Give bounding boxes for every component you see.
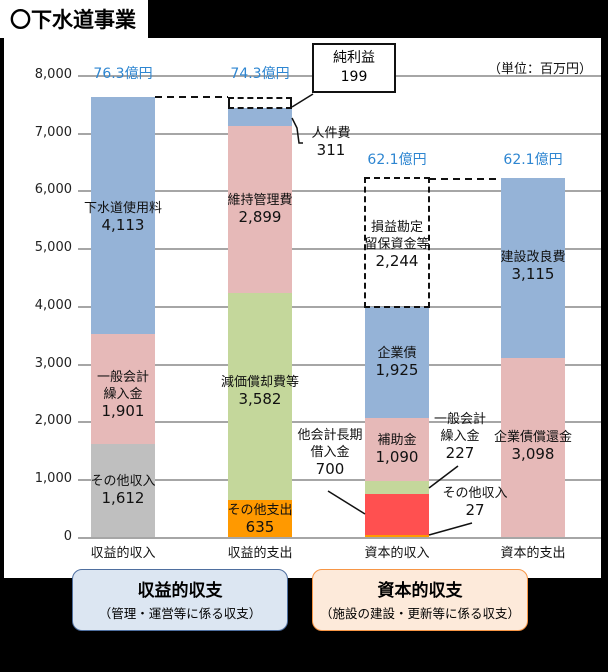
label-bond-repayment: 企業債償還金 3,098 <box>493 430 572 463</box>
y-tick: 7,000 <box>34 125 72 140</box>
total-label-rev-expense: 74.3億円 <box>230 66 290 82</box>
bar-segment-sewer-fee <box>91 97 155 334</box>
y-tick: 4,000 <box>34 298 72 313</box>
gridline-5000 <box>78 248 601 250</box>
bar-segment-personnel <box>228 108 292 126</box>
page-title: 〇下水道事業 <box>10 8 136 32</box>
x-category-rev-expense: 収益的支出 <box>227 546 293 561</box>
bar-segment-cap-general-transfer <box>365 481 429 494</box>
label-other-income: その他収入 1,612 <box>90 474 156 507</box>
title-background <box>0 0 148 38</box>
bar-segment-construction <box>501 178 565 358</box>
label-general-transfer: 一般会計 繰入金 1,901 <box>96 370 149 420</box>
y-tick: 8,000 <box>34 67 72 82</box>
total-label-rev-income: 76.3億円 <box>93 66 153 82</box>
bar-segment-long-term-loan <box>365 494 429 535</box>
bar-segment-depreciation <box>228 293 292 500</box>
bar-segment-other-income <box>91 444 155 537</box>
label-retained-funds: 損益勘定 留保資金等 2,244 <box>364 220 430 270</box>
total-label-cap-expense: 62.1億円 <box>503 152 563 168</box>
group-box-revenue: 収益的収支 （管理・運営等に係る収支） <box>72 569 288 631</box>
label-personnel: 人件費 311 <box>311 126 351 159</box>
y-tick: 6,000 <box>34 182 72 197</box>
label-subsidy: 補助金 1,090 <box>375 433 419 466</box>
bar-segment-bond <box>365 307 429 418</box>
y-tick: 3,000 <box>34 356 72 371</box>
gridline-0 <box>78 537 601 539</box>
bar-segment-bond-repayment <box>501 358 565 537</box>
bar-segment-maintenance <box>228 126 292 293</box>
label-cap-general-transfer: 一般会計 繰入金 227 <box>433 412 486 462</box>
net-profit-callout: 純利益 199 <box>312 43 396 93</box>
label-depreciation: 減価償却費等 3,582 <box>220 375 299 408</box>
label-construction: 建設改良費 3,115 <box>500 250 566 283</box>
gridline-4000 <box>78 306 601 308</box>
x-category-cap-income: 資本的収入 <box>364 546 430 561</box>
label-long-term-loan: 他会計長期 借入金 700 <box>297 428 363 478</box>
bar-segment-general-transfer <box>91 334 155 444</box>
unit-label: （単位：百万円） <box>488 62 593 77</box>
gridline-6000 <box>78 190 601 192</box>
retained-funds-dashed-box <box>364 177 430 308</box>
label-other-expense: その他支出 635 <box>227 503 293 536</box>
x-category-rev-income: 収益的収入 <box>90 546 156 561</box>
gridline-7000 <box>78 133 601 135</box>
gridline-1000 <box>78 479 601 481</box>
total-label-cap-income: 62.1億円 <box>367 152 427 168</box>
label-sewer-fee: 下水道使用料 4,113 <box>83 201 162 234</box>
label-cap-other-income: その他収入 27 <box>442 486 508 519</box>
x-category-cap-expense: 資本的支出 <box>500 546 566 561</box>
bar-segment-cap-other-income <box>365 535 429 537</box>
y-tick: 1,000 <box>34 471 72 486</box>
label-maintenance: 維持管理費 2,899 <box>227 193 293 226</box>
group-box-capital: 資本的収支 （施設の建設・更新等に係る収支） <box>312 569 528 631</box>
gridline-3000 <box>78 364 601 366</box>
net-profit-value: 199 <box>340 69 368 85</box>
bar-segment-other-expense <box>228 500 292 537</box>
net-profit-dashed-box <box>228 97 292 109</box>
gridline-2000 <box>78 421 601 423</box>
y-tick: 5,000 <box>34 240 72 255</box>
y-tick: 0 <box>63 529 72 544</box>
label-bond: 企業債 1,925 <box>375 346 419 379</box>
y-tick: 2,000 <box>34 413 72 428</box>
net-profit-label: 純利益 <box>333 50 375 66</box>
bar-segment-subsidy <box>365 418 429 481</box>
